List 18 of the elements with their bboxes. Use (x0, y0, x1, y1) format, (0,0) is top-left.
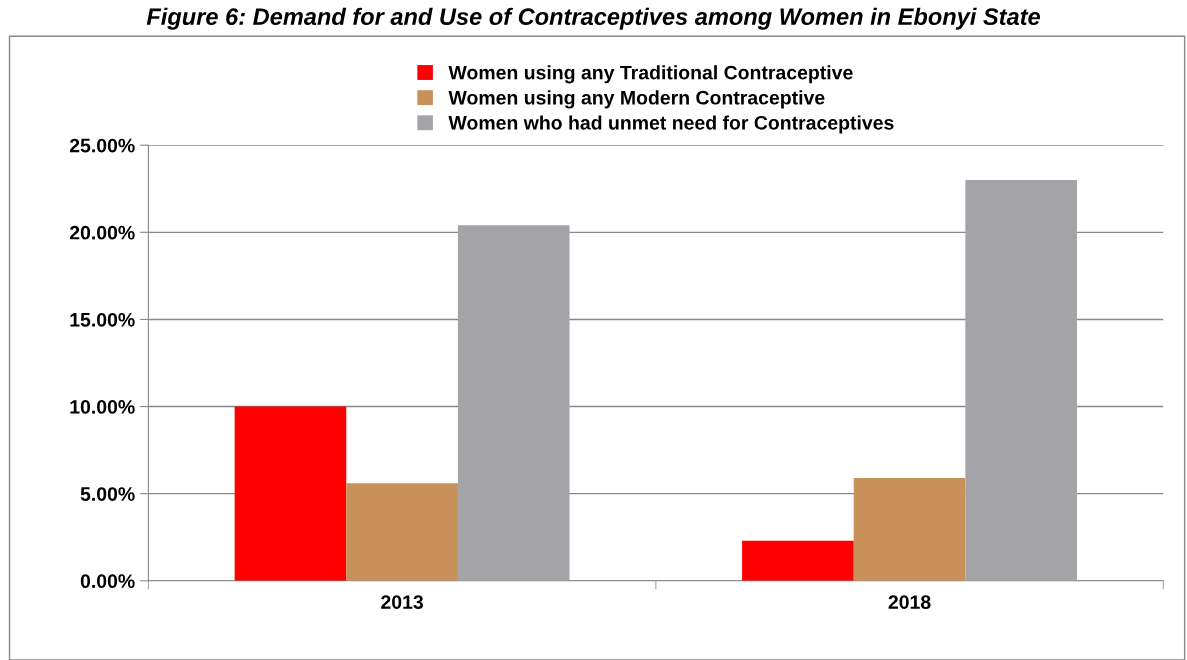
legend-label: Women using any Traditional Contraceptive (448, 65, 853, 84)
bar (457, 225, 570, 581)
bar (853, 478, 966, 581)
legend-label: Women who had unmet need for Contraceptives (448, 115, 894, 134)
y-tick-label: 15.00% (70, 312, 135, 327)
x-tick-label: 2013 (381, 595, 424, 609)
bar (234, 406, 347, 581)
chart-title: Figure 6: Demand for and Use of Contraceptives among Women in Ebonyi State (146, 7, 1041, 30)
y-tick-label: 10.00% (70, 400, 135, 414)
y-tick-label: 5.00% (80, 487, 135, 501)
bar (742, 540, 854, 581)
x-tick-label: 2018 (888, 595, 931, 609)
bar (965, 180, 1077, 581)
bar (346, 483, 458, 581)
y-tick-label: 0.00% (80, 574, 135, 589)
y-tick-label: 20.00% (69, 225, 135, 240)
legend-label: Women using any Modern Contraceptive (448, 90, 825, 109)
y-tick-label: 25.00% (69, 138, 135, 153)
